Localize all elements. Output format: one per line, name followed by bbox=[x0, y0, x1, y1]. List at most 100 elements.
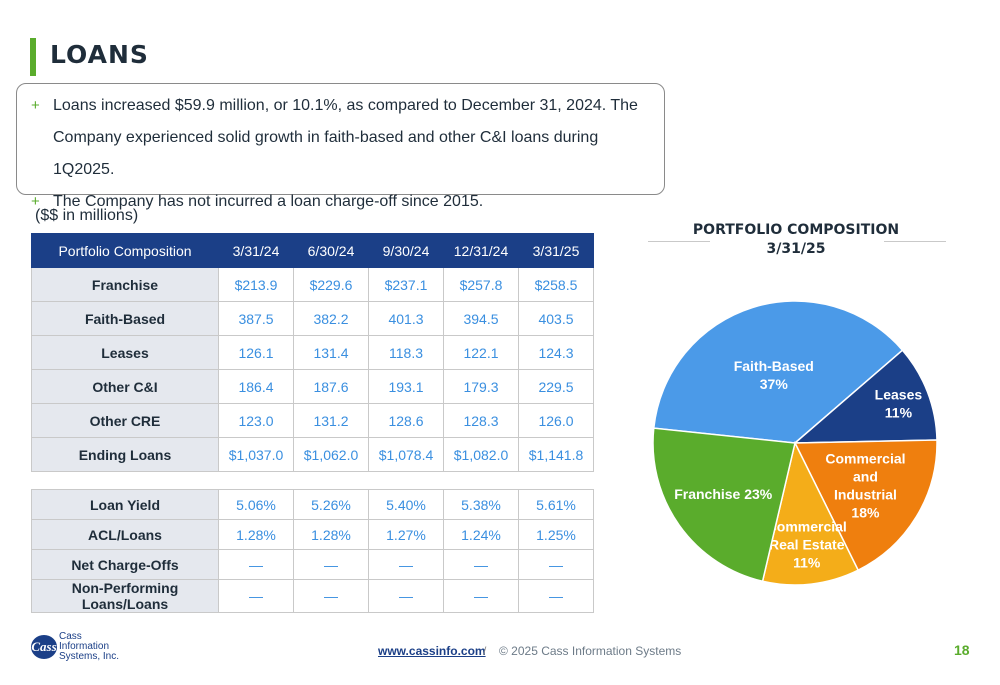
value-cell: — bbox=[218, 549, 294, 580]
value-cell: 403.5 bbox=[518, 301, 594, 336]
pie-slice-label: Commercial Real Estate 11% bbox=[767, 519, 847, 571]
value-cell: — bbox=[518, 549, 594, 580]
value-cell: — bbox=[518, 579, 594, 613]
value-cell: 128.6 bbox=[368, 403, 444, 438]
value-cell: 131.2 bbox=[293, 403, 369, 438]
summary-bullet: + The Company has not incurred a loan ch… bbox=[31, 186, 650, 218]
chart-title-rule bbox=[648, 241, 710, 242]
value-cell: 1.25% bbox=[518, 519, 594, 550]
chart-title-text: PORTFOLIO COMPOSITION bbox=[692, 222, 900, 238]
column-header: 9/30/24 bbox=[368, 233, 444, 268]
value-cell: 118.3 bbox=[368, 335, 444, 370]
pie-slice bbox=[652, 427, 796, 583]
table-row: Franchise $213.9 $229.6 $237.1 $257.8 $258.5 bbox=[31, 267, 594, 302]
plus-icon: + bbox=[31, 193, 40, 210]
value-cell: 186.4 bbox=[218, 369, 294, 404]
value-cell: — bbox=[368, 549, 444, 580]
summary-bullet-text: Loans increased $59.9 million, or 10.1%,… bbox=[53, 97, 638, 178]
footer-separator: / bbox=[483, 644, 487, 658]
value-cell: $1,037.0 bbox=[218, 437, 294, 472]
table-row: Other CRE 123.0 131.2 128.6 128.3 126.0 bbox=[31, 403, 594, 438]
value-cell: 193.1 bbox=[368, 369, 444, 404]
pie-slice-label: Leases 11% bbox=[875, 386, 923, 420]
table-row: Loan Yield 5.06% 5.26% 5.40% 5.38% 5.61% bbox=[31, 489, 594, 520]
row-label-cell: Net Charge-Offs bbox=[31, 549, 219, 580]
value-cell: $258.5 bbox=[518, 267, 594, 302]
logo-line: Systems, Inc. bbox=[59, 651, 120, 662]
table-row: Other C&I 186.4 187.6 193.1 179.3 229.5 bbox=[31, 369, 594, 404]
row-label-cell: Other CRE bbox=[31, 403, 219, 438]
value-cell: — bbox=[293, 549, 369, 580]
value-cell: 229.5 bbox=[518, 369, 594, 404]
value-cell: — bbox=[293, 579, 369, 613]
table-row: Ending Loans $1,037.0 $1,062.0 $1,078.4 $1,0… bbox=[31, 437, 594, 472]
page-title: LOANS bbox=[50, 40, 149, 69]
value-cell: 5.38% bbox=[443, 489, 519, 520]
value-cell: 382.2 bbox=[293, 301, 369, 336]
value-cell: $229.6 bbox=[293, 267, 369, 302]
value-cell: 122.1 bbox=[443, 335, 519, 370]
value-cell: 124.3 bbox=[518, 335, 594, 370]
table-row: Leases 126.1 131.4 118.3 122.1 124.3 bbox=[31, 335, 594, 370]
row-label-cell: Faith-Based bbox=[31, 301, 219, 336]
value-cell: — bbox=[218, 579, 294, 613]
value-cell: 123.0 bbox=[218, 403, 294, 438]
chart-title-rule bbox=[884, 241, 946, 242]
row-label-cell: Leases bbox=[31, 335, 219, 370]
column-header: 3/31/25 bbox=[518, 233, 594, 268]
row-label-cell: Ending Loans bbox=[31, 437, 219, 472]
column-header: 6/30/24 bbox=[293, 233, 369, 268]
value-cell: — bbox=[443, 579, 519, 613]
pie-slice bbox=[761, 440, 860, 586]
value-cell: 1.28% bbox=[218, 519, 294, 550]
value-cell: 5.26% bbox=[293, 489, 369, 520]
chart-title: PORTFOLIO COMPOSITION 3/31/25 bbox=[660, 221, 932, 259]
value-cell: $1,082.0 bbox=[443, 437, 519, 472]
column-header: 12/31/24 bbox=[443, 233, 519, 268]
website-link[interactable]: www.cassinfo.com bbox=[378, 644, 486, 658]
pie-slice bbox=[652, 300, 904, 444]
table-header-row: Portfolio Composition 3/31/24 6/30/24 9/… bbox=[31, 233, 594, 268]
pie-slice bbox=[793, 439, 938, 572]
summary-bullet-text: The Company has not incurred a loan char… bbox=[53, 193, 484, 210]
value-cell: 1.27% bbox=[368, 519, 444, 550]
logo-line: Cass bbox=[59, 631, 82, 642]
value-cell: 179.3 bbox=[443, 369, 519, 404]
title-accent-bar bbox=[30, 38, 36, 76]
value-cell: 5.40% bbox=[368, 489, 444, 520]
value-cell: $1,141.8 bbox=[518, 437, 594, 472]
value-cell: 5.61% bbox=[518, 489, 594, 520]
column-header: Portfolio Composition bbox=[31, 233, 219, 268]
logo-line: Information bbox=[59, 641, 110, 652]
portfolio-pie-chart: Faith-Based 37% Leases 11% Commercial and Indu… bbox=[652, 300, 938, 586]
value-cell: 126.0 bbox=[518, 403, 594, 438]
value-cell: — bbox=[443, 549, 519, 580]
column-header: 3/31/24 bbox=[218, 233, 294, 268]
pie-slice-label: Faith-Based 37% bbox=[734, 358, 814, 392]
pie-slice-label: Franchise 23% bbox=[674, 486, 773, 502]
value-cell: $237.1 bbox=[368, 267, 444, 302]
loans-table: Portfolio Composition 3/31/24 6/30/24 9/… bbox=[31, 233, 594, 472]
value-cell: 1.24% bbox=[443, 519, 519, 550]
pie-slice-label: Commercial and Industrial 18% bbox=[825, 451, 905, 521]
row-label-cell: Loan Yield bbox=[31, 489, 219, 520]
value-cell: $257.8 bbox=[443, 267, 519, 302]
value-cell: $213.9 bbox=[218, 267, 294, 302]
row-label-cell: Other C&I bbox=[31, 369, 219, 404]
value-cell: 401.3 bbox=[368, 301, 444, 336]
row-label-cell: ACL/Loans bbox=[31, 519, 219, 550]
table-row: Faith-Based 387.5 382.2 401.3 394.5 403.5 bbox=[31, 301, 594, 336]
row-label-cell: Non-Performing Loans/Loans bbox=[31, 579, 219, 613]
value-cell: $1,078.4 bbox=[368, 437, 444, 472]
logo-text: Cass Information Systems, Inc. bbox=[59, 632, 149, 662]
value-cell: 5.06% bbox=[218, 489, 294, 520]
value-cell: 187.6 bbox=[293, 369, 369, 404]
ratios-table: Loan Yield 5.06% 5.26% 5.40% 5.38% 5.61% ACL/L… bbox=[31, 489, 594, 613]
plus-icon: + bbox=[31, 97, 40, 114]
table-row: Non-Performing Loans/Loans — — — — — bbox=[31, 579, 594, 613]
value-cell: 126.1 bbox=[218, 335, 294, 370]
pie-slice bbox=[792, 349, 938, 444]
value-cell: 1.28% bbox=[293, 519, 369, 550]
value-cell: — bbox=[368, 579, 444, 613]
chart-subtitle-text: 3/31/25 bbox=[766, 241, 826, 257]
